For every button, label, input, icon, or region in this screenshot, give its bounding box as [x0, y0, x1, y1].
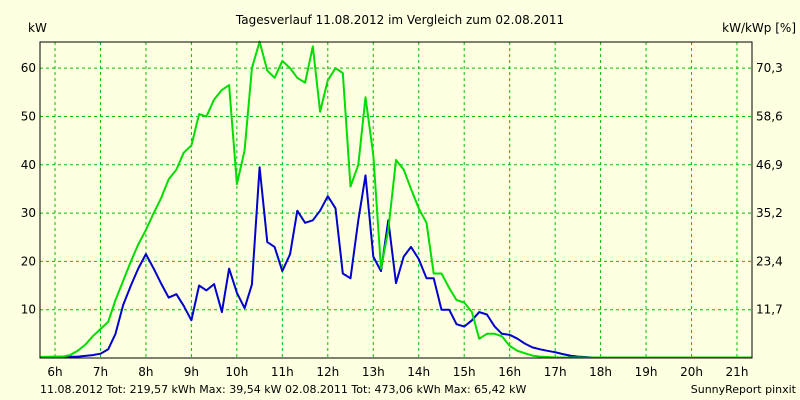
x-tick-label: 20h	[680, 365, 703, 379]
tick-labels: 6h 7h 8h 9h 10h 11h 12h 13h 14h 15h 16h 17h 18h 19h 20…	[21, 61, 783, 379]
y-tick-label-right: 11,7	[756, 303, 783, 317]
x-tick-label: 7h	[93, 365, 108, 379]
footer-credit: SunnyReport pinxit	[691, 383, 797, 396]
x-tick-label: 18h	[589, 365, 612, 379]
x-tick-label: 12h	[316, 365, 339, 379]
series-line-1	[39, 166, 752, 359]
y-tick-label-left: 50	[21, 109, 36, 123]
y-tick-label-left: 20	[21, 254, 36, 268]
x-tick-label: 21h	[726, 365, 749, 379]
y-tick-label-left: 30	[21, 206, 36, 220]
x-tick-label: 11h	[271, 365, 294, 379]
plot-frame	[39, 41, 753, 359]
chart-title: Tagesverlauf 11.08.2012 im Vergleich zum…	[235, 13, 564, 27]
y-tick-label-left: 40	[21, 158, 36, 172]
x-tick-label: 17h	[544, 365, 567, 379]
footer-legend-text: 11.08.2012 Tot: 219,57 kWh Max: 39,54 kW…	[40, 383, 527, 396]
x-tick-label: 9h	[184, 365, 199, 379]
y-axis-right-label: kW/kWp [%]	[722, 21, 796, 35]
y-tick-label-right: 58,6	[756, 109, 783, 123]
x-tick-label: 15h	[453, 365, 476, 379]
x-tick-label: 6h	[47, 365, 62, 379]
axis-frame	[39, 41, 753, 359]
x-tick-label: 16h	[498, 365, 521, 379]
x-tick-label: 13h	[362, 365, 385, 379]
y-axis-left-label: kW	[28, 21, 47, 35]
y-tick-label-right: 35,2	[756, 206, 783, 220]
y-tick-label-right: 23,4	[756, 254, 783, 268]
grid-lines	[40, 42, 752, 358]
x-tick-label: 19h	[635, 365, 658, 379]
x-tick-label: 14h	[407, 365, 430, 379]
y-tick-label-left: 60	[21, 61, 36, 75]
y-tick-label-right: 46,9	[756, 158, 783, 172]
y-tick-label-left: 10	[21, 303, 36, 317]
y-tick-label-right: 70,3	[756, 61, 783, 75]
x-tick-label: 10h	[225, 365, 248, 379]
x-tick-label: 8h	[138, 365, 153, 379]
